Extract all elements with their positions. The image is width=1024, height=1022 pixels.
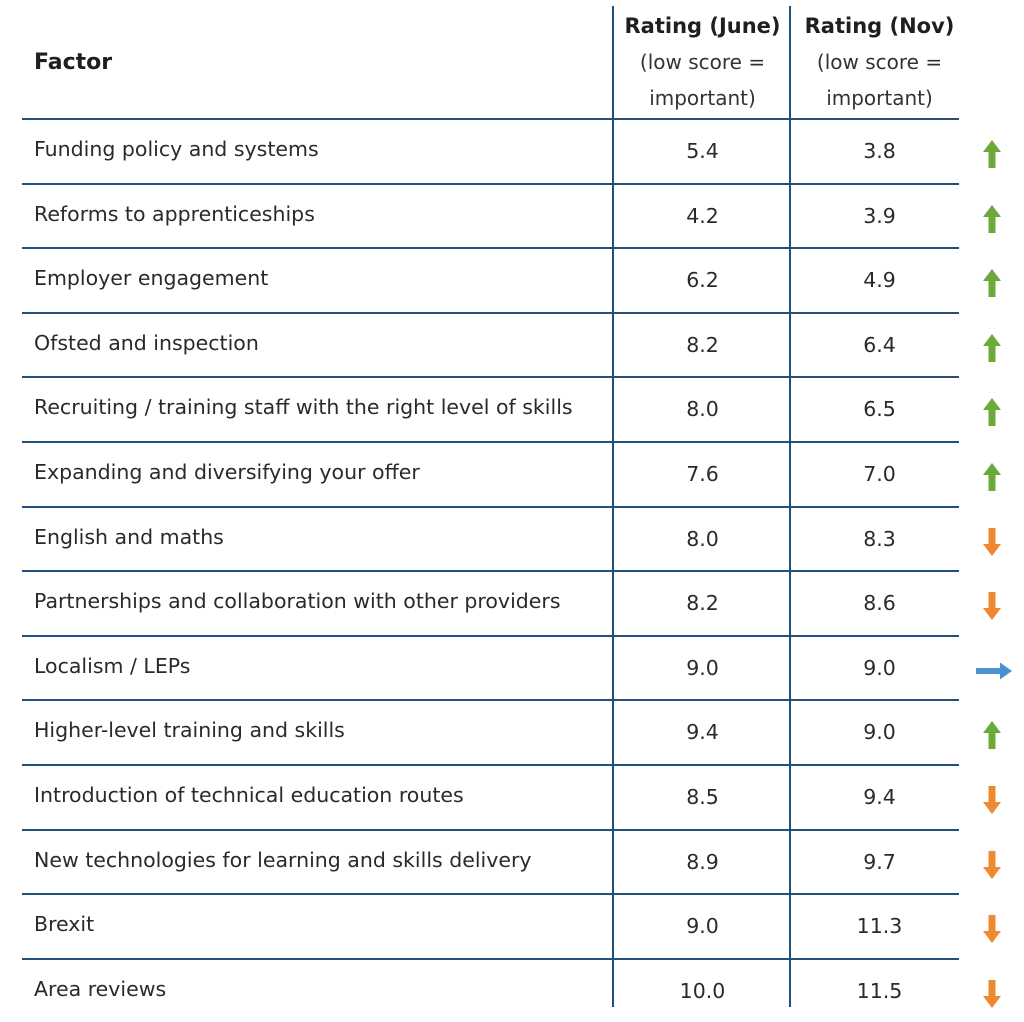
nov-rating-cell: 8.6 [863, 591, 896, 616]
table-row: Area reviews 10.0 11.5 [22, 957, 1001, 1022]
nov-rating-cell: 8.3 [863, 526, 896, 551]
arrow-up-icon [983, 204, 1001, 233]
table-row: Employer engagement 6.2 4.9 [22, 247, 1001, 312]
factor-column-header: Factor [34, 50, 113, 75]
table-body: Funding policy and systems 5.4 3.8 Reforms … [22, 118, 1024, 1022]
june-rating-cell: 4.2 [686, 203, 719, 228]
arrow-right-icon [976, 662, 1012, 680]
factor-cell: New technologies for learning and skills… [34, 847, 532, 872]
june-rating-cell: 9.4 [686, 720, 719, 745]
table-row: Higher-level training and skills 9.4 9.0 [22, 699, 1001, 764]
table-header: Factor Rating (June) (low score = import… [22, 6, 1024, 118]
table-row: Reforms to apprenticeships 4.2 3.9 [22, 182, 1001, 248]
arrow-down-icon [983, 785, 1001, 814]
arrow-up-icon [983, 721, 1001, 750]
arrow-up-icon [983, 333, 1001, 362]
factor-cell: Employer engagement [34, 266, 269, 291]
june-header-note-line-1: (low score = [639, 50, 766, 74]
table-row: Funding policy and systems 5.4 3.8 [22, 118, 1001, 183]
arrow-down-icon [983, 527, 1001, 556]
june-rating-cell: 8.9 [686, 849, 719, 874]
factor-cell: Higher-level training and skills [34, 718, 345, 743]
june-rating-cell: 9.0 [686, 655, 719, 680]
june-header-title: Rating (June) [624, 14, 781, 38]
june-rating-cell: 7.6 [686, 461, 719, 486]
june-rating-cell: 8.5 [686, 784, 719, 809]
june-rating-cell: 5.4 [686, 139, 719, 163]
nov-rating-cell: 3.9 [863, 203, 896, 228]
nov-rating-cell: 9.0 [863, 720, 896, 745]
nov-rating-cell: 6.5 [863, 397, 896, 422]
nov-header-note-line-2: important) [826, 86, 933, 110]
arrow-up-icon [983, 398, 1001, 427]
factor-cell: Area reviews [34, 976, 167, 1001]
factor-cell: English and maths [34, 524, 224, 549]
nov-header-note-line-1: (low score = [816, 50, 943, 74]
factor-cell: Ofsted and inspection [34, 330, 259, 355]
factor-cell: Reforms to apprenticeships [34, 201, 315, 226]
table-row: Brexit 9.0 11.3 [22, 893, 1001, 958]
nov-rating-cell: 9.4 [863, 784, 896, 809]
table-row: Ofsted and inspection 8.2 6.4 [22, 311, 1001, 377]
june-rating-cell: 8.0 [686, 526, 719, 551]
june-rating-cell: 8.0 [686, 397, 719, 422]
table-row: Recruiting / training staff with the rig… [22, 376, 1001, 441]
june-rating-cell: 9.0 [686, 914, 719, 939]
table-row: Introduction of technical education rout… [22, 763, 1001, 829]
nov-rating-cell: 11.5 [856, 978, 903, 1003]
june-header-note-line-2: important) [649, 86, 756, 110]
arrow-up-icon [983, 140, 1001, 168]
factor-cell: Brexit [34, 912, 95, 937]
nov-column-header: Rating (Nov) (low score = important) [791, 8, 968, 116]
factor-cell: Expanding and diversifying your offer [34, 459, 420, 484]
ratings-table: Factor Rating (June) (low score = import… [22, 6, 1024, 1022]
nov-rating-cell: 4.9 [863, 268, 896, 293]
nov-rating-cell: 7.0 [863, 461, 896, 486]
table-row: Partnerships and collaboration with othe… [22, 570, 1001, 635]
table-row: Localism / LEPs 9.0 9.0 [22, 634, 1012, 700]
table-row: Expanding and diversifying your offer 7.6… [22, 440, 1001, 506]
nov-rating-cell: 9.0 [863, 655, 896, 680]
factor-cell: Funding policy and systems [34, 137, 319, 161]
june-rating-cell: 6.2 [686, 268, 719, 293]
arrow-up-icon [983, 269, 1001, 298]
table-row: English and maths 8.0 8.3 [22, 505, 1001, 571]
arrow-down-icon [983, 592, 1001, 621]
arrow-down-icon [983, 979, 1001, 1008]
factor-cell: Introduction of technical education rout… [34, 782, 464, 807]
june-rating-cell: 10.0 [679, 978, 726, 1003]
factor-cell: Recruiting / training staff with the rig… [34, 395, 573, 420]
june-rating-cell: 8.2 [686, 591, 719, 616]
arrow-down-icon [983, 915, 1001, 944]
june-column-header: Rating (June) (low score = important) [614, 8, 791, 116]
june-rating-cell: 8.2 [686, 332, 719, 357]
nov-rating-cell: 6.4 [863, 332, 896, 357]
nov-rating-cell: 11.3 [856, 914, 903, 939]
nov-rating-cell: 3.8 [863, 139, 896, 163]
table-row: New technologies for learning and skills… [22, 828, 1001, 894]
arrow-down-icon [983, 850, 1001, 879]
factor-cell: Localism / LEPs [34, 653, 191, 678]
nov-header-title: Rating (Nov) [804, 14, 955, 38]
arrow-up-icon [983, 462, 1001, 491]
factor-cell: Partnerships and collaboration with othe… [34, 589, 561, 614]
nov-rating-cell: 9.7 [863, 849, 896, 874]
